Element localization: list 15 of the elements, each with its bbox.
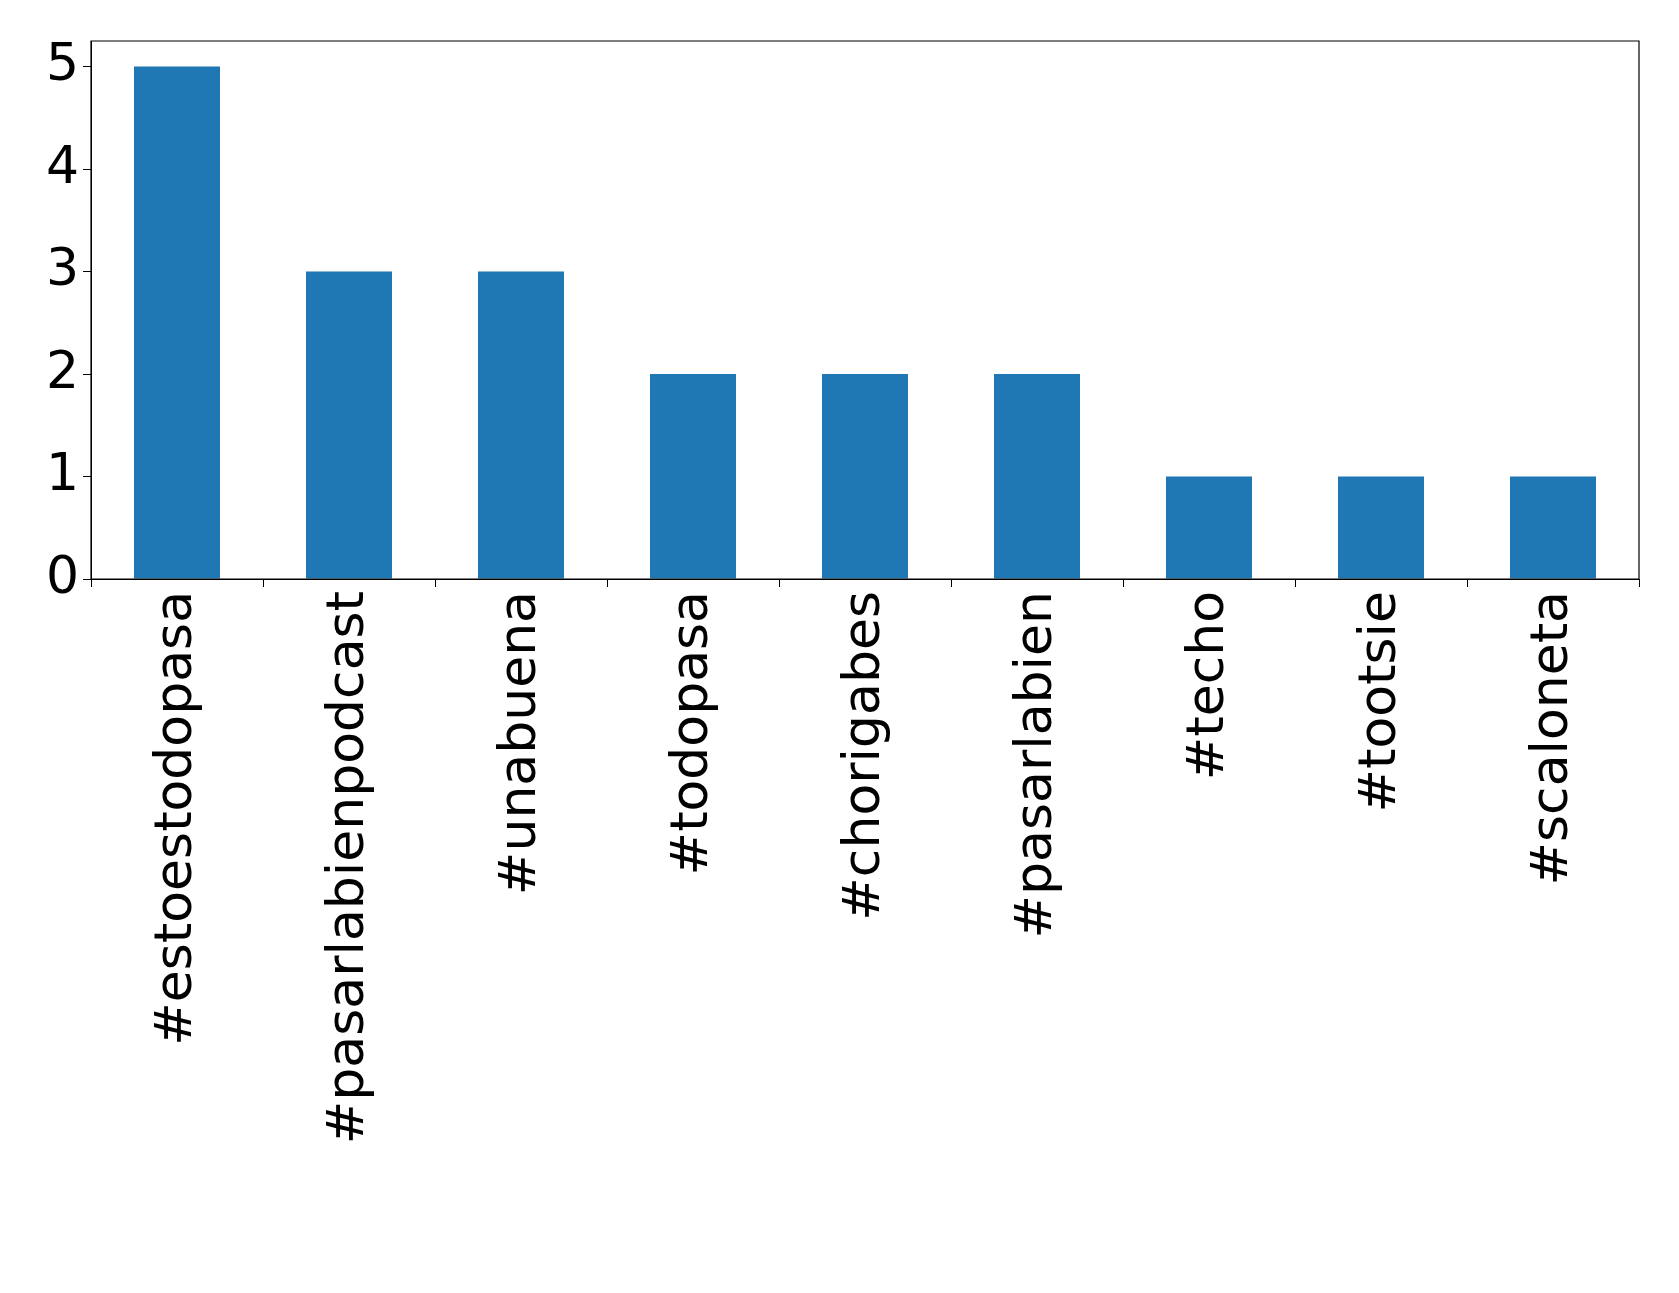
x-tick-label: #estoestodopasa <box>142 591 203 1046</box>
y-tick-label: 4 <box>45 134 79 195</box>
y-tick-label: 5 <box>45 32 79 93</box>
x-tick-label: #tootsie <box>1346 591 1407 813</box>
x-tick-label: #pasarlabien <box>1002 591 1063 939</box>
x-tick-label: #pasarlabienpodcast <box>314 591 375 1145</box>
y-tick-label: 0 <box>45 544 79 605</box>
y-tick-label: 3 <box>45 237 79 298</box>
x-tick-label: #chorigabes <box>830 591 891 921</box>
y-tick-label: 2 <box>45 339 79 400</box>
x-tick-label: #unabuena <box>486 591 547 896</box>
x-tick-label: #scaloneta <box>1518 591 1579 886</box>
y-tick-label: 1 <box>45 442 79 503</box>
x-tick-label: #todopasa <box>658 591 719 876</box>
x-tick-label: #techo <box>1174 591 1235 781</box>
